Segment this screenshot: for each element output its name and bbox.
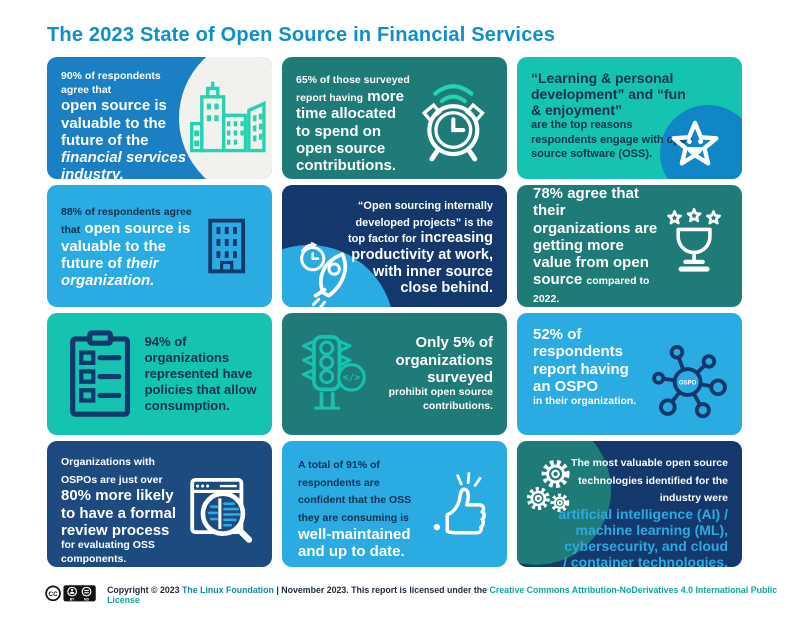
page-title: The 2023 State of Open Source in Financi… (47, 24, 556, 46)
stat-lead-text: The most valuable open source technologi… (571, 457, 728, 505)
clipboard-checklist-icon (70, 330, 131, 417)
stat-lead-text: 88% of respondents agree that (61, 206, 192, 237)
stat-emph-text: 52% of respondents report having an OSPO (533, 326, 629, 395)
stat-lead-text: Organizations with OSPOs are just over (61, 456, 163, 486)
stat-rest-text: compared to 2022. (533, 275, 650, 306)
tile-prohibit-contributions: </> Only 5% of organizations surveyed pr… (282, 313, 507, 435)
tile-top-technologies: The most valuable open source technologi… (517, 441, 742, 567)
stat-emph-text: increasing productivity at work, with in… (351, 230, 493, 297)
stat-rest-text: are the top reasons respondents engage w… (531, 119, 693, 160)
tile-review-process: Organizations with OSPOs are just over 8… (47, 441, 272, 567)
tile-grid: 90% of respondents agree that open sourc… (47, 57, 742, 567)
trophy-stars-icon (667, 207, 721, 272)
cc-logo-icon: CC (49, 591, 59, 598)
decorative-circle (179, 57, 272, 179)
stat-text: 94% of organizations represented have po… (144, 334, 257, 413)
stat-italic-text: their organization. (61, 255, 159, 290)
stat-rest-text: in their organization. (533, 395, 637, 407)
svg-text:</>: </> (343, 373, 361, 384)
tile-well-maintained: A total of 91% of respondents are confid… (282, 441, 507, 567)
stat-emph-text: Only 5% of organizations surveyed (395, 334, 493, 386)
footer: CC BY ND Copyright © 2023 The Linux Foun… (45, 584, 800, 605)
tile-policies: 94% of organizations represented have po… (47, 313, 272, 435)
tile-more-time: 65% of those surveyed report having more… (282, 57, 507, 179)
alarm-clock-icon (422, 84, 486, 162)
rocket-clock-icon (300, 241, 348, 307)
tile-inner-source: “Open sourcing internally developed proj… (282, 185, 507, 307)
stat-lead-text: 65% of those surveyed report having (296, 74, 410, 104)
gears-icon (526, 459, 570, 513)
ospo-hub-label: OSPO (679, 380, 697, 387)
stat-lead-text: A total of 91% of respondents are confid… (298, 459, 412, 524)
stat-emph-text: open source is valuable to the future of (61, 220, 191, 273)
stat-rest-text: prohibit open source contributions. (388, 386, 493, 412)
stat-emph-text: 80% more likely to have a formal review … (61, 487, 177, 539)
copyright-text: Copyright © 2023 (107, 584, 180, 595)
tile-org-value: 88% of respondents agree that open sourc… (47, 185, 272, 307)
stat-emph-text: 78% agree that their organizations are g… (533, 185, 658, 289)
tile-industry-value: 90% of respondents agree that open sourc… (47, 57, 272, 179)
ospo-network-icon: OSPO (652, 345, 728, 419)
smiling-star-icon (671, 120, 719, 166)
stat-rest-text: for evaluating OSS components. (61, 539, 155, 565)
cc-by-nd-badge: CC BY ND (45, 585, 96, 602)
license-middle-text: | November 2023. This report is licensed… (276, 584, 488, 595)
stat-emph-text: more time allocated to spend on open sou… (296, 87, 404, 175)
stat-emph-text: “Learning & personal development” and “f… (531, 70, 686, 119)
thumbs-up-icon (434, 472, 487, 535)
tile-value-vs-2022: 78% agree that their organizations are g… (517, 185, 742, 307)
traffic-light-code-icon: </> (301, 335, 366, 410)
cc-nd-icon: ND (84, 597, 89, 601)
cc-by-icon: BY (70, 597, 75, 601)
linux-foundation-link[interactable]: The Linux Foundation (182, 584, 274, 595)
stat-emph-text: open source is valuable to the future of… (61, 97, 167, 149)
stat-emph-text: well-maintained and up to date. (298, 525, 411, 560)
stat-emph-text: artificial intelligence (AI) / machine l… (558, 505, 728, 567)
tile-engagement-reasons: “Learning & personal development” and “f… (517, 57, 742, 179)
code-review-magnifier-icon (190, 477, 253, 543)
stat-lead-text: 90% of respondents agree that (61, 70, 161, 96)
license-text: Copyright © 2023 The Linux Foundation | … (107, 585, 800, 605)
stat-lead-text: “Open sourcing internally developed proj… (347, 200, 493, 246)
stat-italic-text: financial services industry. (61, 149, 187, 179)
tile-ospo: 52% of respondents report having an OSPO… (517, 313, 742, 435)
cc-license-link[interactable]: Creative Commons Attribution-NoDerivativ… (107, 584, 778, 605)
city-skyline-icon (190, 81, 266, 153)
office-building-icon (207, 218, 245, 274)
